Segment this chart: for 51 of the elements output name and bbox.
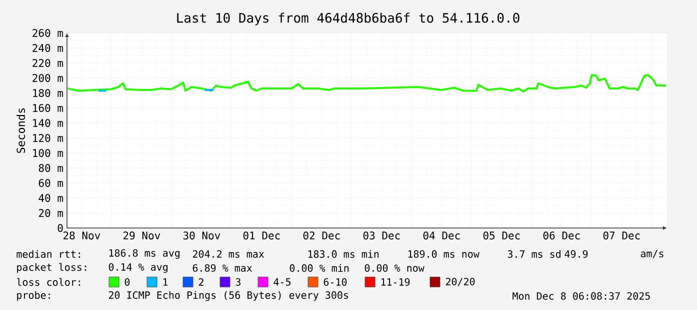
- y-tick-label: 180 m: [33, 89, 63, 97]
- y-tick-label: 100 m: [33, 149, 63, 157]
- y-tick-label: 0: [58, 224, 63, 232]
- text: 204.2 ms max: [192, 250, 264, 258]
- x-tick-label: 07 Dec: [603, 232, 640, 240]
- y-tick-label: 80 m: [38, 164, 63, 172]
- legend-label: 2: [198, 278, 204, 286]
- legend-label: 0: [124, 278, 130, 286]
- legend-label: 11-19: [381, 278, 410, 286]
- y-axis-title: Seconds: [16, 108, 26, 153]
- x-tick-label: 01 Dec: [243, 232, 280, 240]
- legend-label: 4-5: [274, 278, 290, 286]
- y-tick-label: 60 m: [38, 179, 63, 187]
- text: probe:: [17, 291, 50, 301]
- text: median rtt:: [16, 250, 80, 258]
- x-tick-label: 05 Dec: [483, 232, 520, 240]
- y-tick-label: 40 m: [38, 194, 63, 202]
- x-tick-label: 03 Dec: [363, 232, 400, 240]
- text: 20 ICMP Echo Pings (56 Bytes) every 300s: [108, 291, 348, 301]
- text: 186.8 ms avg: [109, 249, 180, 259]
- text: 3.7 ms sd: [508, 250, 560, 258]
- text: packet loss:: [17, 263, 86, 273]
- y-tick-label: 220 m: [32, 59, 63, 67]
- legend-title: loss color:: [16, 278, 80, 286]
- text: Mon Dec 8 06:08:37 2025: [512, 292, 650, 300]
- text: 0.14 % avg: [108, 263, 168, 273]
- y-tick-label: 120 m: [33, 134, 63, 142]
- legend-label: 1: [163, 278, 168, 286]
- y-tick-label: 260 m: [32, 29, 63, 37]
- chart-title: Last 10 Days from 464d48b6ba6f to 54.116.0.0: [177, 12, 520, 26]
- x-tick-label: 06 Dec: [543, 232, 580, 240]
- text: am/s: [640, 250, 664, 258]
- y-tick-label: 240 m: [32, 44, 63, 52]
- x-tick-label: 04 Dec: [423, 232, 460, 240]
- y-tick-label: 160 m: [33, 104, 63, 112]
- legend-label: 20/20: [446, 278, 475, 286]
- legend-label: 6-10: [324, 278, 347, 286]
- text: 183.0 ms min: [308, 250, 379, 258]
- y-tick-label: 200 m: [32, 74, 63, 82]
- text: 49.9: [564, 250, 588, 258]
- text: 0.00 % min: [290, 264, 349, 272]
- y-tick-label: 20 m: [38, 209, 63, 217]
- text: 6.89 % max: [192, 264, 252, 272]
- x-tick-label: 30 Nov: [183, 232, 220, 240]
- x-tick-label: 28 Nov: [63, 232, 100, 240]
- legend-label: 3: [236, 278, 240, 286]
- text: 0.00 % now: [364, 264, 424, 272]
- y-tick-label: 140 m: [33, 119, 63, 127]
- x-tick-label: 29 Nov: [123, 232, 160, 240]
- text: 189.0 ms now: [408, 250, 480, 258]
- x-tick-label: 02 Dec: [303, 232, 340, 240]
